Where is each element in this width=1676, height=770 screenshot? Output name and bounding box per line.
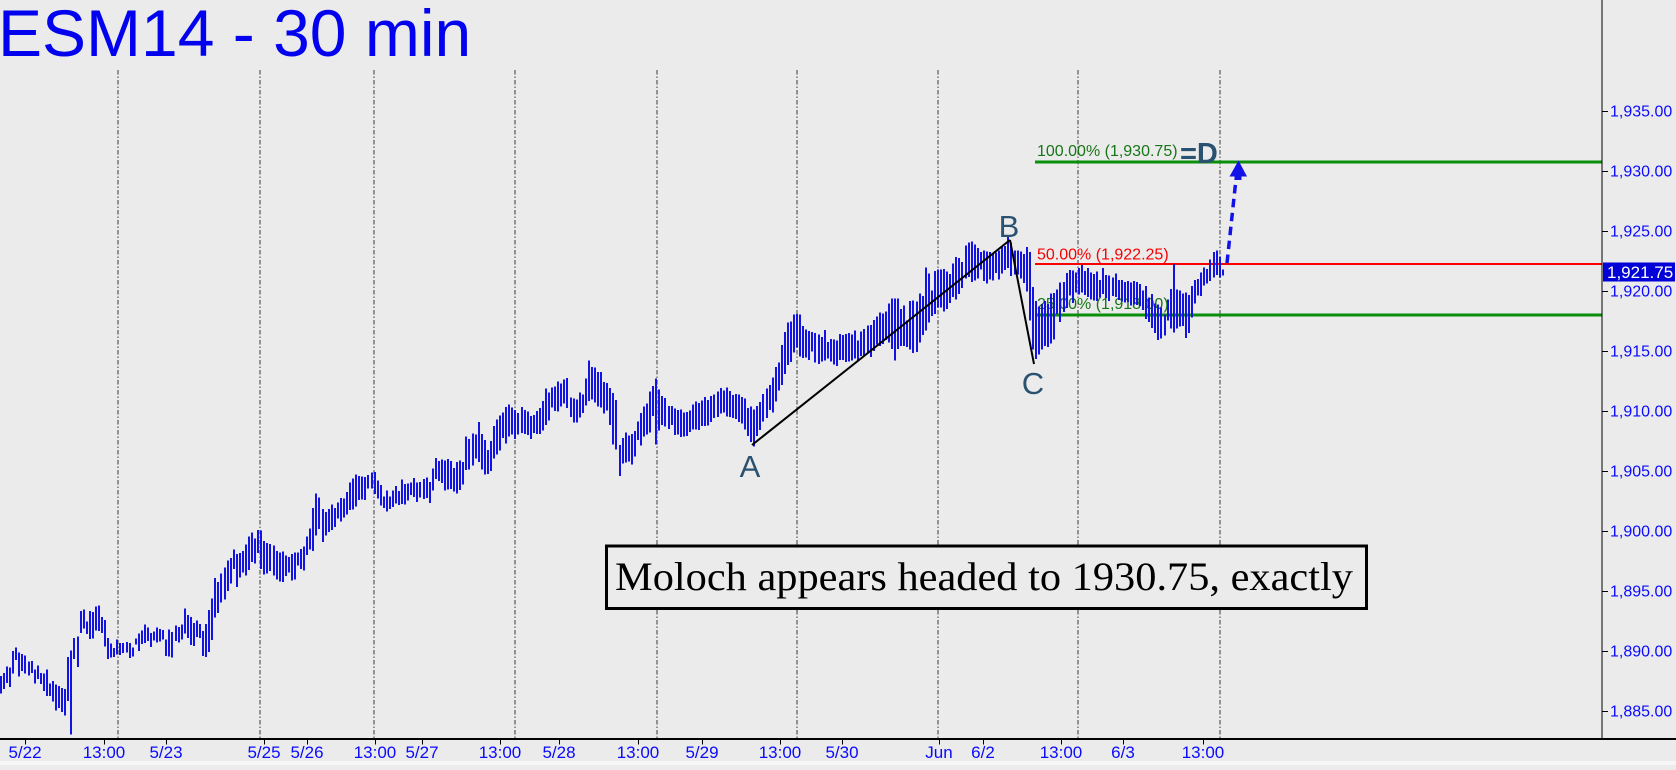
- svg-text:13:00: 13:00: [83, 743, 126, 762]
- svg-text:C: C: [1022, 366, 1044, 401]
- svg-text:1,921.75: 1,921.75: [1607, 263, 1673, 282]
- svg-text:1,920.00: 1,920.00: [1610, 284, 1672, 301]
- svg-text:1,935.00: 1,935.00: [1610, 104, 1672, 121]
- svg-text:1,930.00: 1,930.00: [1610, 164, 1672, 181]
- svg-text:5/28: 5/28: [542, 743, 575, 762]
- svg-text:ESM14 - 30 min: ESM14 - 30 min: [0, 0, 471, 70]
- svg-text:Moloch appears headed to 1930.: Moloch appears headed to 1930.75, exactl…: [615, 554, 1353, 599]
- svg-text:A: A: [740, 449, 761, 484]
- svg-text:5/29: 5/29: [685, 743, 718, 762]
- svg-text:25.00% (1,918.00): 25.00% (1,918.00): [1037, 296, 1169, 313]
- svg-text:1,885.00: 1,885.00: [1610, 704, 1672, 721]
- svg-text:5/27: 5/27: [405, 743, 438, 762]
- svg-text:5/23: 5/23: [149, 743, 182, 762]
- svg-text:5/30: 5/30: [825, 743, 858, 762]
- svg-text:1,915.00: 1,915.00: [1610, 344, 1672, 361]
- svg-text:5/25: 5/25: [247, 743, 280, 762]
- svg-text:13:00: 13:00: [759, 743, 802, 762]
- svg-text:13:00: 13:00: [617, 743, 660, 762]
- svg-text:=D: =D: [1180, 138, 1218, 170]
- svg-text:B: B: [999, 209, 1020, 244]
- svg-text:1,910.00: 1,910.00: [1610, 404, 1672, 421]
- svg-text:13:00: 13:00: [354, 743, 397, 762]
- svg-text:13:00: 13:00: [1040, 743, 1083, 762]
- svg-text:50.00% (1,922.25): 50.00% (1,922.25): [1037, 247, 1169, 264]
- svg-text:5/26: 5/26: [290, 743, 323, 762]
- svg-text:6/3: 6/3: [1111, 743, 1135, 762]
- svg-text:1,890.00: 1,890.00: [1610, 644, 1672, 661]
- svg-text:1,895.00: 1,895.00: [1610, 584, 1672, 601]
- svg-text:13:00: 13:00: [479, 743, 522, 762]
- svg-text:5/22: 5/22: [8, 743, 41, 762]
- svg-text:1,900.00: 1,900.00: [1610, 524, 1672, 541]
- svg-text:1,905.00: 1,905.00: [1610, 464, 1672, 481]
- svg-text:6/2: 6/2: [971, 743, 995, 762]
- svg-text:100.00% (1,930.75): 100.00% (1,930.75): [1037, 143, 1178, 160]
- svg-text:13:00: 13:00: [1182, 743, 1225, 762]
- svg-text:1,925.00: 1,925.00: [1610, 224, 1672, 241]
- svg-text:Jun: Jun: [925, 743, 952, 762]
